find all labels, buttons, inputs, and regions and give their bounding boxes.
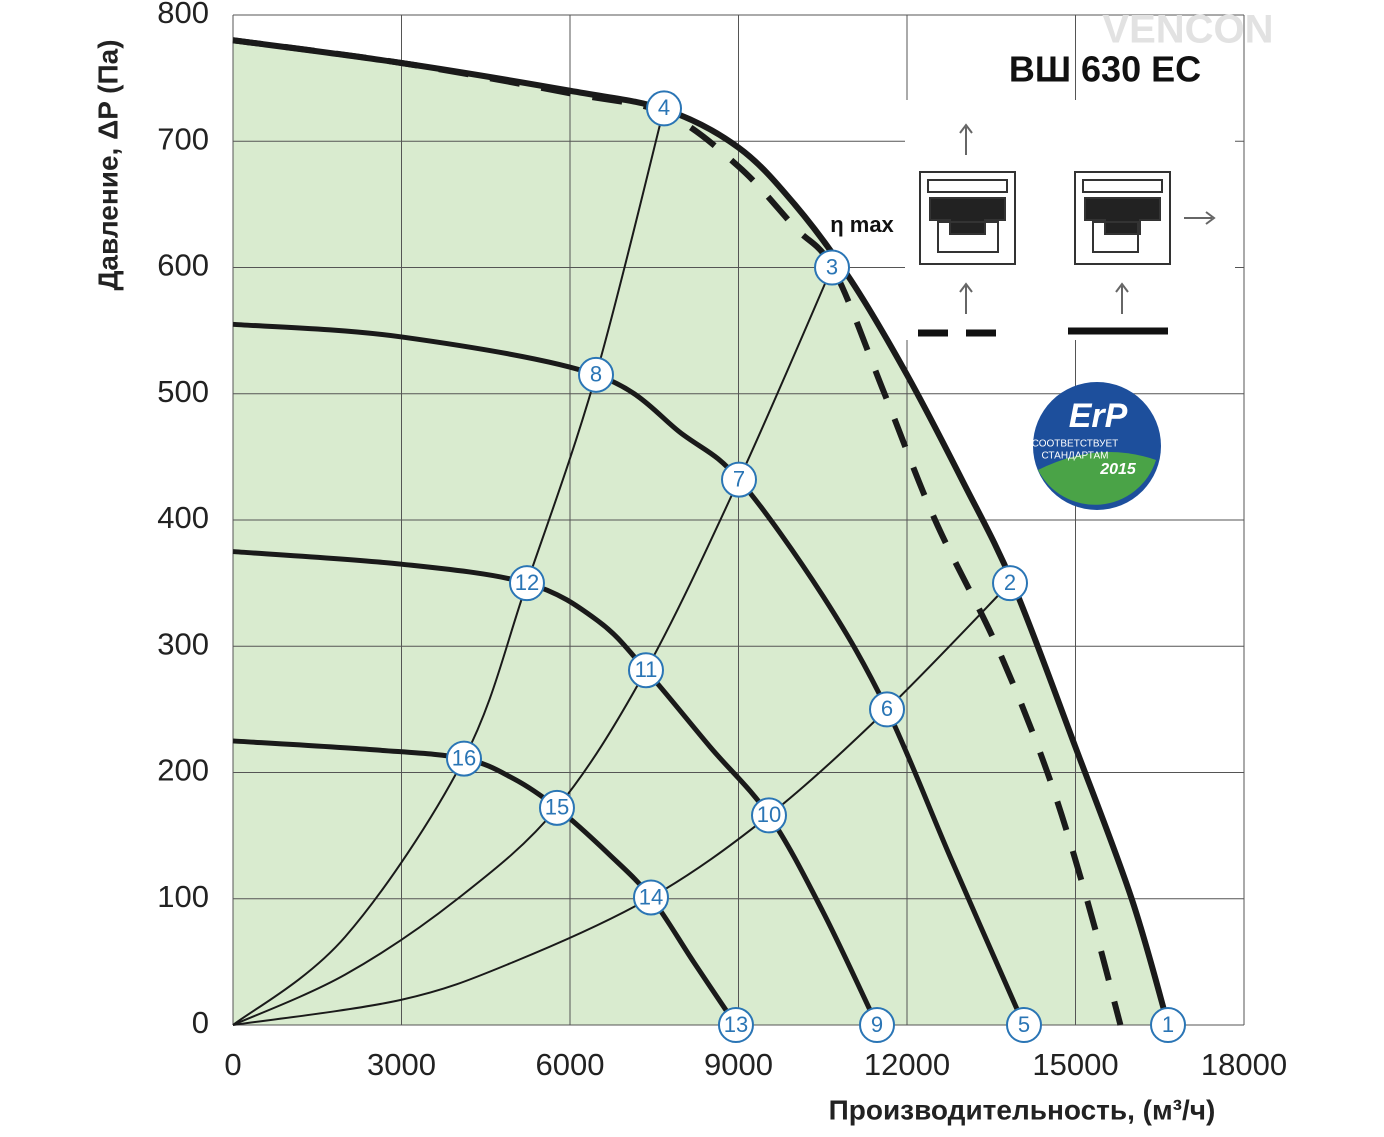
point-label: 14 <box>639 884 663 909</box>
point-label: 8 <box>590 362 602 387</box>
point-marker <box>814 249 851 286</box>
point-label: 6 <box>881 696 893 721</box>
eta-label: η max <box>830 212 894 237</box>
y-axis-label: Давление, ΔP (Па) <box>92 39 123 290</box>
point-label: 7 <box>733 466 745 491</box>
overlay: VENCON ВШ 630 ЕС η max ErP СООТВЕТСТ <box>92 8 1273 1126</box>
point-marker <box>717 1007 754 1043</box>
y-tick-label: 500 <box>157 374 209 409</box>
badge-year: 2015 <box>1099 461 1137 478</box>
y-tick-label: 200 <box>157 753 209 788</box>
point-label: 12 <box>515 570 539 595</box>
x-tick-label: 3000 <box>367 1047 436 1082</box>
point-label: 4 <box>658 95 670 120</box>
plot: 0 3000 6000 9000 12000 15000 18000 0 100 200 300 40… <box>157 0 1287 1082</box>
point-marker <box>632 879 669 916</box>
point-label: 1 <box>1162 1012 1174 1037</box>
point-label: 3 <box>826 254 838 279</box>
point-label: 15 <box>545 795 569 820</box>
point-label: 9 <box>871 1012 883 1037</box>
point-marker <box>750 797 787 834</box>
logo: VENCON <box>1102 8 1273 52</box>
point-marker <box>1150 1007 1187 1043</box>
curve <box>232 37 1172 1026</box>
curve <box>232 267 833 1026</box>
point-marker <box>1005 1007 1042 1043</box>
badge-line1: СООТВЕТСТВУЕТ <box>1032 439 1119 450</box>
point-marker <box>646 90 683 127</box>
area <box>233 40 1169 1025</box>
point-label: 13 <box>724 1012 748 1037</box>
y-tick-label: 100 <box>157 879 209 914</box>
x-tick-label: 15000 <box>1032 1047 1118 1082</box>
point-marker <box>721 461 758 498</box>
y-tick-label: 300 <box>157 626 209 661</box>
point-marker <box>538 789 575 826</box>
inset-diagrams <box>905 100 1235 340</box>
x-tick-label: 9000 <box>704 1047 773 1082</box>
curve <box>232 37 1124 1026</box>
y-tick-label: 600 <box>157 248 209 283</box>
point-label: 2 <box>1004 570 1016 595</box>
y-tick-label: 0 <box>192 1005 209 1040</box>
x-axis-label: Производительность, (м³/ч) <box>829 1094 1216 1125</box>
point-marker <box>992 565 1029 602</box>
point-label: 11 <box>635 657 658 682</box>
curve <box>232 108 665 1026</box>
badge-line2: СТАНДАРТАМ <box>1042 451 1109 462</box>
point-marker <box>627 652 664 689</box>
x-tick-label: 6000 <box>536 1047 605 1082</box>
point-marker <box>446 740 483 777</box>
point-marker <box>859 1007 896 1043</box>
badge-title: ErP <box>1069 397 1128 435</box>
point-label: 5 <box>1018 1012 1030 1037</box>
point-label: 16 <box>452 745 476 770</box>
y-tick-label: 800 <box>157 0 209 30</box>
y-tick-label: 400 <box>157 500 209 535</box>
point-label: 10 <box>757 802 781 827</box>
erp-badge: ErP СООТВЕТСТВУЕТ СТАНДАРТАМ 2015 <box>1032 382 1161 510</box>
x-tick-label: 12000 <box>864 1047 950 1082</box>
x-tick-label: 18000 <box>1201 1047 1287 1082</box>
y-tick-label: 700 <box>157 121 209 156</box>
point-marker <box>508 565 545 602</box>
point-marker <box>578 356 615 393</box>
chart-title: ВШ 630 ЕС <box>1009 49 1201 90</box>
point-marker <box>869 691 906 728</box>
x-tick-label: 0 <box>224 1047 241 1082</box>
